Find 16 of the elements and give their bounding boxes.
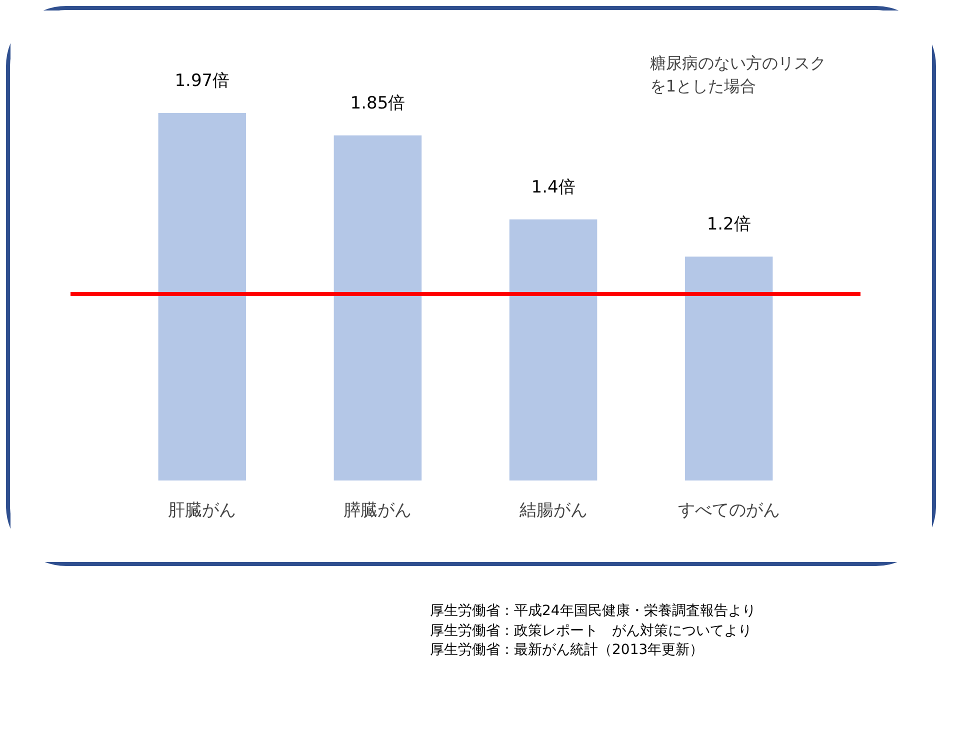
bar: [509, 219, 598, 480]
text: 厚生労働省：最新がん統計（2013年更新）: [430, 642, 704, 658]
data-label: 1.85倍: [350, 93, 406, 114]
bar: [684, 256, 773, 480]
x-tick-label: 結腸がん: [518, 500, 588, 520]
x-tick-label: 膵臓がん: [344, 500, 412, 520]
text: 糖尿病のない方のリスクを1とした場合: [650, 54, 826, 96]
bar: [158, 112, 246, 480]
text: 厚生労働省：平成24年国民健康・栄養調査報告より: [430, 603, 756, 619]
x-tick-label: 肝臓がん: [168, 500, 236, 520]
bar: [334, 135, 422, 480]
x-tick-label: すべてのがん: [678, 500, 780, 520]
text: 厚生労働省：政策レポート がん対策についてより: [430, 622, 752, 639]
data-label: 1.97倍: [174, 70, 230, 91]
data-label: 1.2倍: [706, 214, 751, 235]
data-label: 1.4倍: [531, 177, 576, 198]
